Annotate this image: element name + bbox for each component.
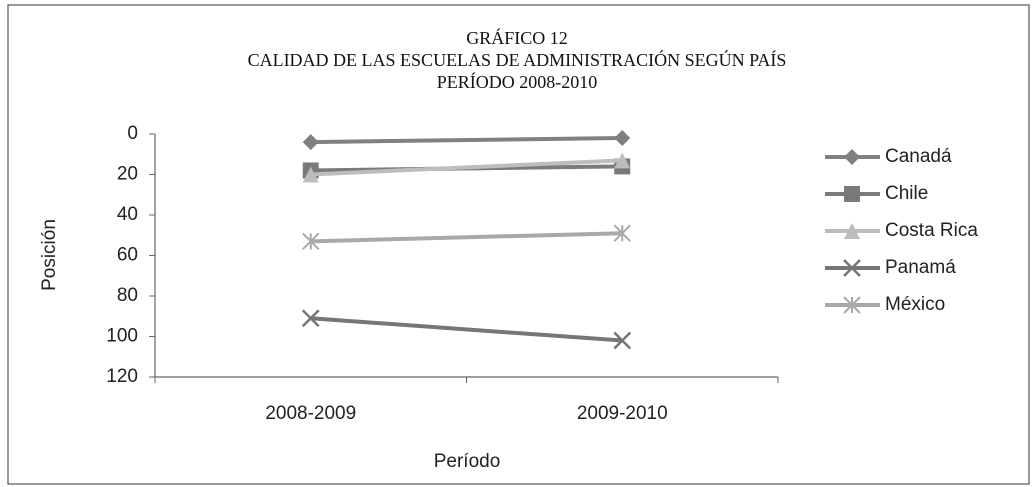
legend-label: Costa Rica (885, 220, 978, 241)
marker (301, 309, 320, 328)
marker (614, 152, 631, 169)
y-tick-label: 80 (117, 285, 138, 306)
x-axis-title: Período (434, 451, 501, 472)
marker (844, 223, 860, 239)
y-axis-title: Posición (39, 219, 60, 291)
marker (302, 134, 319, 151)
marker (613, 224, 631, 242)
legend-label: Panamá (885, 257, 956, 278)
y-tick-label: 60 (117, 245, 138, 266)
marker (843, 296, 861, 314)
legend-label: Canadá (885, 146, 952, 167)
marker (613, 331, 632, 350)
x-tick-label: 2008-2009 (265, 403, 356, 424)
marker (844, 149, 860, 165)
legend-label: México (885, 294, 945, 315)
chart-title: GRÁFICO 12 (466, 27, 568, 48)
y-tick-label: 0 (127, 123, 138, 144)
series-line (310, 231, 623, 244)
marker (302, 232, 320, 251)
marker (614, 130, 631, 147)
chart-subtitle: PERÍODO 2008-2010 (437, 71, 598, 92)
y-tick-label: 40 (117, 204, 138, 225)
x-tick-label: 2009-2010 (577, 403, 668, 424)
y-tick-label: 120 (106, 366, 138, 387)
y-tick-label: 100 (106, 326, 138, 347)
series-line (310, 158, 623, 177)
frame (7, 4, 1030, 485)
series-line (310, 316, 623, 343)
legend-label: Chile (885, 183, 928, 204)
chart-subtitle: CALIDAD DE LAS ESCUELAS DE ADMINISTRACIÓ… (248, 49, 787, 70)
series-line (310, 136, 623, 145)
y-tick-label: 20 (117, 164, 138, 185)
marker (843, 259, 861, 277)
marker (302, 166, 319, 183)
marker (844, 186, 860, 202)
